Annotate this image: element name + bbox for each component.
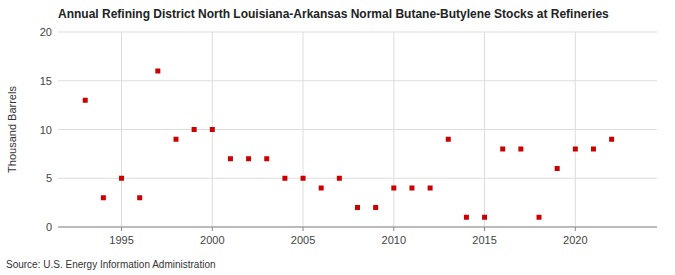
point: [282, 176, 287, 181]
point: [464, 215, 469, 220]
x-axis: [58, 227, 657, 228]
point: [119, 176, 124, 181]
tick-mark: [303, 227, 304, 231]
tick-label: 0: [46, 221, 52, 233]
tick-mark: [121, 227, 122, 231]
grid-line: [58, 178, 657, 179]
point: [428, 186, 433, 191]
tick-label: 2010: [382, 234, 406, 246]
point: [409, 186, 414, 191]
tick-label: 2000: [200, 234, 224, 246]
grid-line: [121, 32, 122, 227]
point: [555, 166, 560, 171]
point: [101, 195, 106, 200]
point: [301, 176, 306, 181]
tick-label: 1995: [109, 234, 133, 246]
point: [391, 186, 396, 191]
point: [337, 176, 342, 181]
grid-line: [58, 32, 657, 33]
point: [83, 98, 88, 103]
tick-label: 15: [40, 75, 52, 87]
point: [228, 156, 233, 161]
tick-mark: [575, 227, 576, 231]
point: [137, 195, 142, 200]
y-axis-label: Thousand Barrels: [6, 86, 18, 173]
point: [373, 205, 378, 210]
point: [246, 156, 251, 161]
tick-label: 2015: [472, 234, 496, 246]
tick-label: 20: [40, 26, 52, 38]
point: [446, 137, 451, 142]
grid-line: [393, 32, 394, 227]
point: [155, 69, 160, 74]
tick-mark: [484, 227, 485, 231]
point: [192, 127, 197, 132]
point: [591, 147, 596, 152]
grid-line: [575, 32, 576, 227]
point: [518, 147, 523, 152]
point: [264, 156, 269, 161]
tick-mark: [212, 227, 213, 231]
grid-line: [58, 227, 657, 228]
tick-label: 5: [46, 172, 52, 184]
point: [609, 137, 614, 142]
chart: Annual Refining District North Louisiana…: [0, 0, 675, 275]
point: [355, 205, 360, 210]
tick-label: 2020: [563, 234, 587, 246]
point: [173, 137, 178, 142]
grid: [58, 32, 657, 227]
grid-line: [303, 32, 304, 227]
tick-mark: [393, 227, 394, 231]
point: [210, 127, 215, 132]
point: [482, 215, 487, 220]
title: Annual Refining District North Louisiana…: [58, 7, 609, 21]
tick-label: 10: [40, 124, 52, 136]
source: Source: U.S. Energy Information Administ…: [6, 259, 216, 270]
point: [573, 147, 578, 152]
point: [537, 215, 542, 220]
grid-line: [58, 80, 657, 81]
tick-label: 2005: [291, 234, 315, 246]
grid-line: [58, 129, 657, 130]
grid-line: [484, 32, 485, 227]
points: [83, 69, 614, 220]
point: [500, 147, 505, 152]
point: [319, 186, 324, 191]
